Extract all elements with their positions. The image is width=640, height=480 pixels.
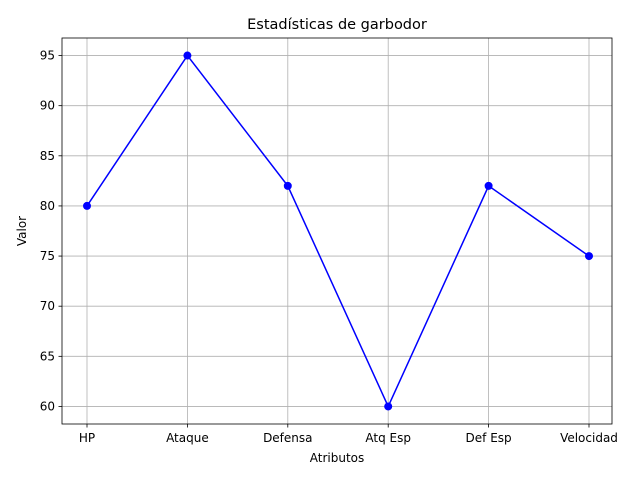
- data-point: [484, 181, 493, 190]
- y-axis-label: Valor: [15, 216, 29, 246]
- y-tick-label: 60: [40, 399, 55, 413]
- y-tick-label: 75: [40, 249, 55, 263]
- x-tick-label: Def Esp: [466, 431, 512, 445]
- chart-title: Estadísticas de garbodor: [247, 17, 427, 33]
- series-group: [83, 51, 593, 411]
- y-tick-label: 80: [40, 199, 55, 213]
- y-tick-label: 65: [40, 349, 55, 363]
- series-line: [86, 54, 590, 409]
- data-point: [283, 181, 292, 190]
- x-tick-label: Defensa: [263, 431, 312, 445]
- y-tick-label: 95: [40, 49, 55, 63]
- y-axis-ticks: 60 65 70 75 80 85 90 95: [40, 49, 62, 413]
- axes: [61, 37, 613, 425]
- grid: [62, 38, 612, 424]
- x-tick-label: Ataque: [166, 431, 209, 445]
- x-tick-label: HP: [79, 431, 95, 445]
- x-tick-label: Atq Esp: [365, 431, 411, 445]
- y-tick-label: 90: [40, 99, 55, 113]
- x-tick-label: Velocidad: [560, 431, 618, 445]
- plot-frame: [61, 37, 613, 425]
- y-tick-label: 85: [40, 149, 55, 163]
- data-point: [183, 51, 192, 60]
- x-axis-ticks: HP Ataque Defensa Atq Esp Def Esp Velocidad: [79, 424, 618, 445]
- data-point: [384, 402, 393, 411]
- x-axis-label: Atributos: [310, 451, 365, 465]
- data-point: [585, 252, 593, 261]
- y-tick-label: 70: [40, 299, 55, 313]
- data-point: [83, 201, 91, 210]
